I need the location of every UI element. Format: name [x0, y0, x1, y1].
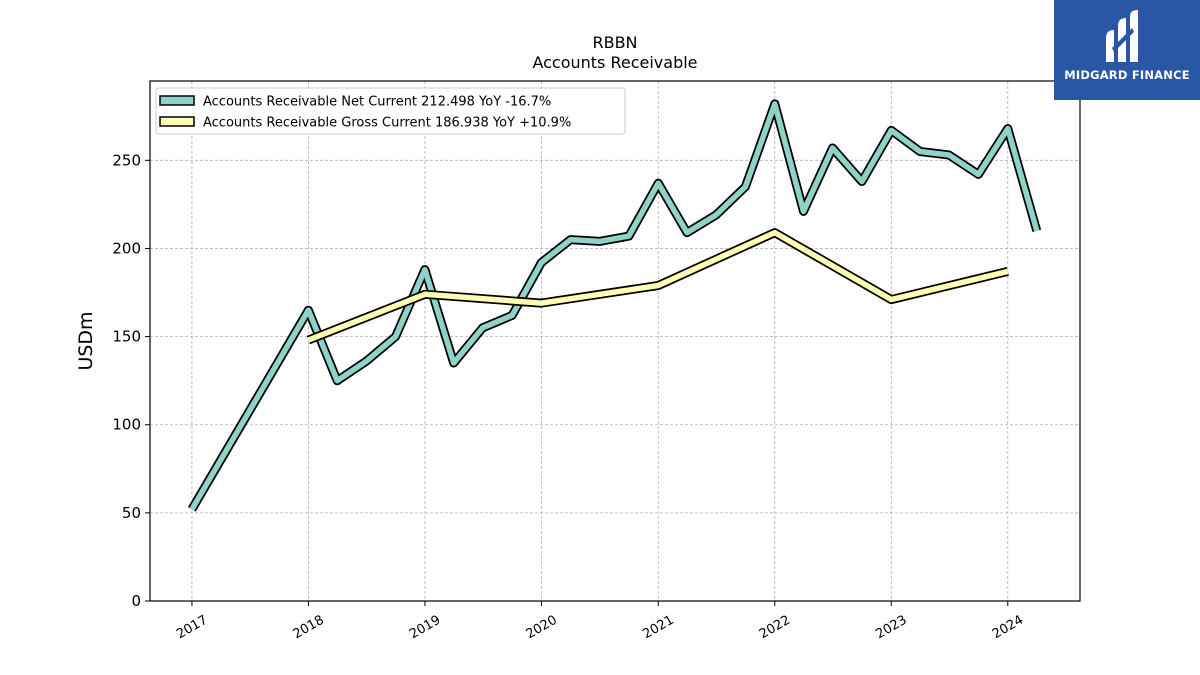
- series-1-group: [188, 99, 1042, 512]
- legend-label: Accounts Receivable Net Current 212.498 …: [203, 95, 551, 110]
- y-tick-label: 200: [112, 239, 141, 257]
- legend: Accounts Receivable Net Current 212.498 …: [155, 87, 626, 135]
- grid: [150, 81, 1080, 601]
- y-tick-label: 150: [112, 328, 141, 346]
- x-tick-label: 2023: [873, 613, 909, 643]
- x-tick-label: 2019: [407, 613, 443, 643]
- legend-label: Accounts Receivable Gross Current 186.93…: [203, 116, 571, 131]
- y-tick-label: 100: [112, 416, 141, 434]
- chart-title: RBBN: [592, 33, 637, 52]
- legend-swatch: [159, 116, 195, 127]
- brand-name: MIDGARD FINANCE: [1064, 68, 1190, 82]
- y-axis-label: USDm: [75, 311, 97, 370]
- y-tick-label: 50: [122, 504, 141, 522]
- x-tick-label: 2018: [291, 613, 327, 643]
- x-tick-label: 2021: [640, 613, 676, 643]
- series-line: [307, 229, 1009, 343]
- legend-box: [155, 87, 626, 135]
- plot-frame: [149, 80, 1081, 602]
- y-axis: 0 50 100 150 200 250: [112, 151, 150, 610]
- series-layer: [188, 99, 1042, 512]
- midgard-logo-icon: [1106, 10, 1138, 62]
- legend-swatch: [159, 95, 195, 106]
- x-tick-label: 2024: [990, 613, 1026, 643]
- brand-logo: MIDGARD FINANCE: [1054, 0, 1200, 100]
- y-tick-label: 250: [112, 151, 141, 169]
- x-tick-label: 2017: [174, 613, 210, 643]
- x-axis: 2017 2018 2019 2020 2021 2022 2023 2024: [174, 601, 1026, 642]
- series-line: [189, 101, 1040, 511]
- y-tick-label: 0: [131, 592, 141, 610]
- x-tick-label: 2022: [757, 613, 793, 643]
- series-line-outline: [188, 99, 1042, 512]
- x-tick-label: 2020: [524, 613, 560, 643]
- chart-subtitle: Accounts Receivable: [532, 53, 697, 72]
- series-2-group: [306, 228, 1009, 345]
